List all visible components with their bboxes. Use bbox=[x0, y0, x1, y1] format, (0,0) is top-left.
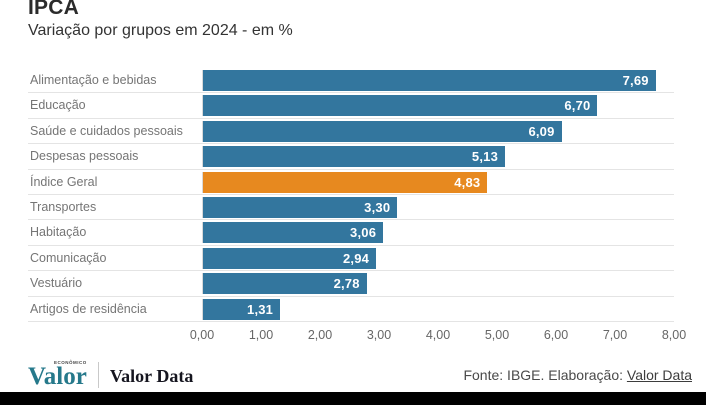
bar: 3,06 bbox=[203, 222, 384, 244]
bar-zone: 1,31 bbox=[202, 298, 674, 320]
valor-economico-small-text: ECONÔMICO bbox=[54, 360, 87, 365]
x-tick-label: 0,00 bbox=[189, 328, 215, 342]
bar-value-label: 2,78 bbox=[333, 276, 360, 292]
bar-zone: 5,13 bbox=[202, 146, 674, 168]
brand-logos: Valor ECONÔMICO Valor Data bbox=[28, 360, 194, 390]
category-label: Habitação bbox=[30, 225, 87, 240]
bar-row: Artigos de residência 1,31 bbox=[28, 297, 674, 322]
bottom-border-bar bbox=[0, 392, 706, 405]
bar-row: Comunicação 2,94 bbox=[28, 246, 674, 272]
category-label: Saúde e cuidados pessoais bbox=[30, 123, 183, 138]
source-text: Fonte: IBGE. Elaboração: Valor Data bbox=[463, 367, 692, 383]
bar-row: Alimentação e bebidas 7,69 bbox=[28, 68, 674, 94]
x-tick-label: 6,00 bbox=[543, 328, 569, 342]
bar-value-label: 5,13 bbox=[471, 149, 499, 165]
source-prefix: Fonte: IBGE. Elaboração: bbox=[463, 367, 627, 383]
category-label: Educação bbox=[30, 98, 86, 113]
bar-zone: 3,30 bbox=[202, 196, 674, 218]
source-link[interactable]: Valor Data bbox=[626, 367, 692, 383]
bar-row: Educação 6,70 bbox=[28, 93, 674, 119]
bar: 2,78 bbox=[203, 273, 367, 295]
bar-value-label: 1,31 bbox=[247, 301, 274, 317]
bar-value-label: 3,06 bbox=[350, 225, 377, 241]
bar: 6,70 bbox=[203, 95, 598, 117]
bar: 1,31 bbox=[203, 298, 281, 320]
x-tick-label: 8,00 bbox=[661, 328, 687, 342]
bar-row: Índice Geral 4,83 bbox=[28, 170, 674, 195]
bar-value-label: 4,83 bbox=[454, 174, 481, 190]
bar-value-label: 6,09 bbox=[528, 123, 555, 139]
bar-value-label: 7,69 bbox=[622, 73, 649, 88]
bar-zone: 7,69 bbox=[202, 70, 674, 91]
category-label: Comunicação bbox=[30, 250, 107, 265]
bar-row: Vestuário 2,78 bbox=[28, 271, 674, 297]
bar-row: Habitação 3,06 bbox=[28, 220, 674, 246]
x-tick-label: 2,00 bbox=[307, 328, 333, 342]
category-label: Índice Geral bbox=[30, 174, 98, 189]
bar-highlight: 4,83 bbox=[203, 171, 488, 193]
valor-logo: Valor ECONÔMICO bbox=[28, 360, 87, 390]
footer: Valor ECONÔMICO Valor Data Fonte: IBGE. … bbox=[28, 358, 692, 392]
bar-value-label: 2,94 bbox=[342, 250, 370, 266]
x-tick-label: 3,00 bbox=[366, 328, 392, 342]
valor-wordmark: Valor bbox=[28, 363, 87, 390]
x-tick-label: 4,00 bbox=[425, 328, 451, 342]
bar-zone: 6,09 bbox=[202, 120, 674, 142]
brand-divider bbox=[97, 362, 99, 388]
bar: 3,30 bbox=[203, 196, 398, 218]
category-label: Despesas pessoais bbox=[30, 149, 139, 164]
bar: 7,69 bbox=[203, 70, 656, 91]
bar-value-label: 6,70 bbox=[564, 98, 591, 114]
x-tick-label: 7,00 bbox=[602, 328, 628, 342]
bar-zone: 3,06 bbox=[202, 222, 674, 244]
bar-zone: 6,70 bbox=[202, 95, 674, 117]
x-tick-label: 5,00 bbox=[484, 328, 510, 342]
category-label: Alimentação e bebidas bbox=[30, 73, 157, 87]
bar-value-label: 3,30 bbox=[364, 199, 391, 215]
category-label: Vestuário bbox=[30, 276, 83, 291]
bar-zone: 4,83 bbox=[202, 171, 674, 193]
valor-data-logo: Valor Data bbox=[109, 366, 194, 386]
bar-row: Despesas pessoais 5,13 bbox=[28, 144, 674, 170]
chart-title: IPCA bbox=[28, 0, 79, 19]
bar-zone: 2,94 bbox=[202, 247, 674, 269]
x-tick-label: 1,00 bbox=[248, 328, 274, 342]
bar-chart: Alimentação e bebidas 7,69 Educação 6,70 Saú… bbox=[28, 68, 674, 322]
bar-zone: 2,78 bbox=[202, 273, 674, 295]
bar: 2,94 bbox=[203, 247, 377, 269]
bar: 6,09 bbox=[203, 120, 562, 142]
bar-row: Transportes 3,30 bbox=[28, 195, 674, 221]
bar-row: Saúde e cuidados pessoais 6,09 bbox=[28, 119, 674, 145]
chart-subtitle: Variação por grupos em 2024 - em % bbox=[28, 22, 293, 39]
x-axis: 0,00 1,00 2,00 3,00 4,00 5,00 6,00 7,00 8,00 bbox=[190, 328, 686, 346]
bar: 5,13 bbox=[203, 146, 506, 168]
category-label: Artigos de residência bbox=[30, 301, 147, 316]
category-label: Transportes bbox=[30, 199, 97, 214]
